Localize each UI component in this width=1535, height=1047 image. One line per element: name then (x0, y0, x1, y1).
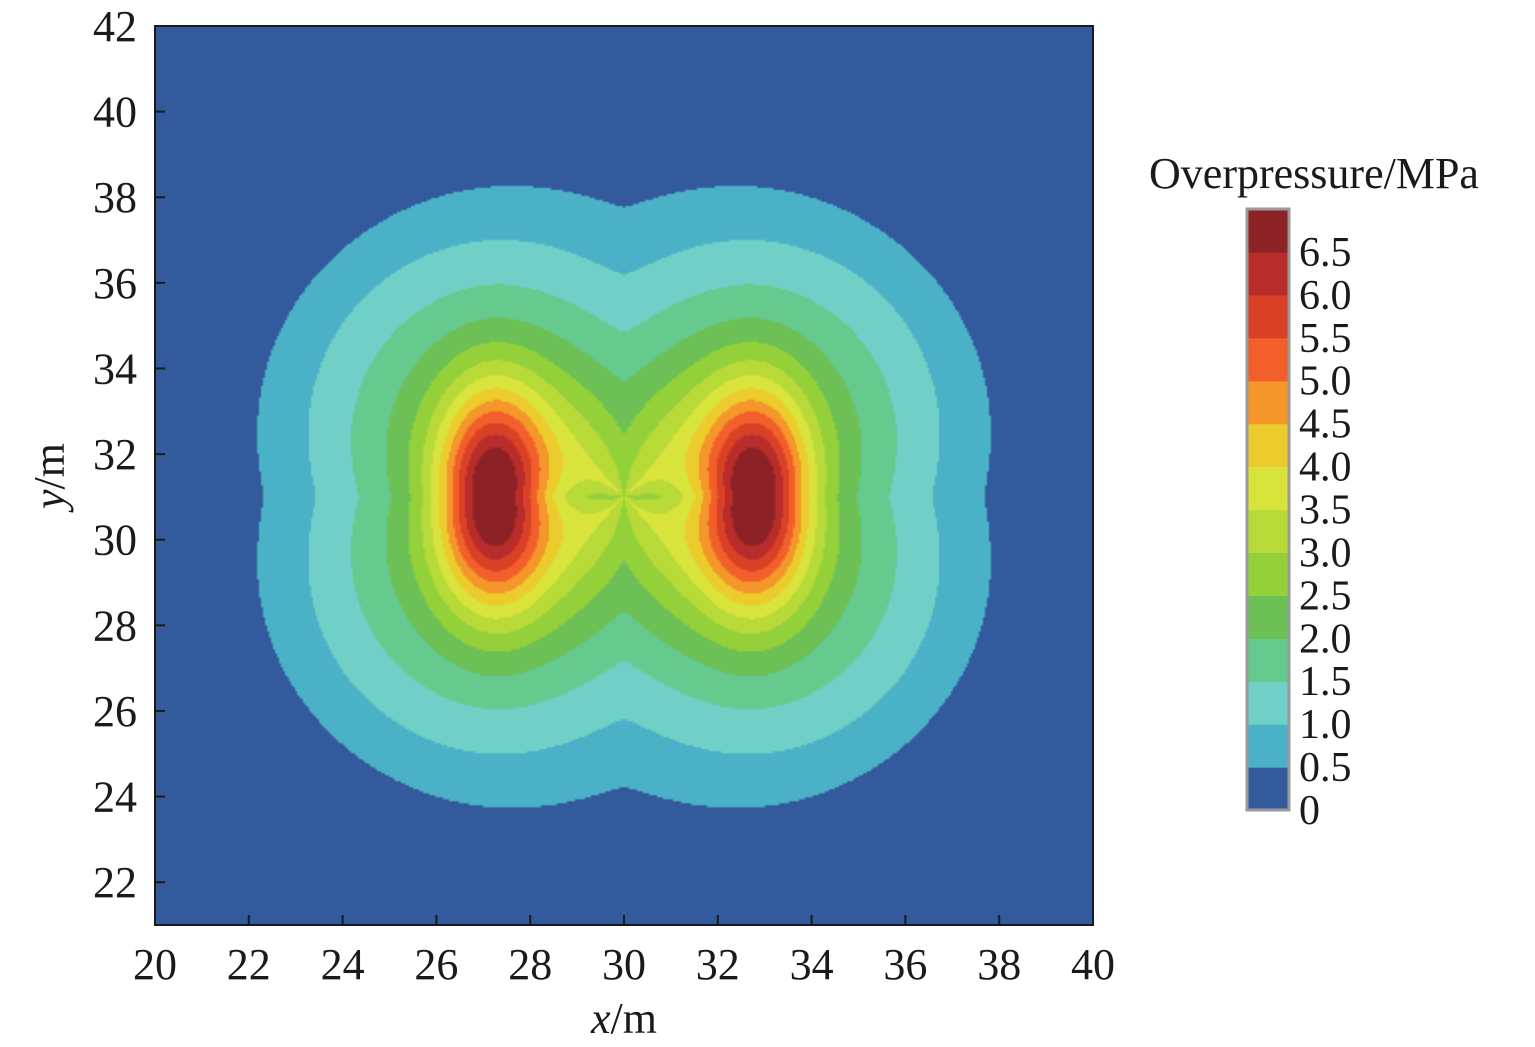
colorbar-label: 4.5 (1299, 402, 1352, 448)
colorbar-swatch (1247, 209, 1289, 253)
colorbar-label: 1.5 (1299, 659, 1352, 705)
y-tick-label: 28 (93, 601, 137, 650)
overpressure-field (155, 26, 1093, 925)
colorbar-swatch (1247, 294, 1289, 339)
colorbar-label: 4.0 (1299, 445, 1352, 491)
colorbar-label: 0 (1299, 788, 1320, 834)
y-tick-label: 22 (93, 858, 137, 907)
colorbar-label: 2.5 (1299, 573, 1352, 619)
y-tick-label: 34 (93, 344, 137, 393)
colorbar-frame (1245, 207, 1291, 812)
colorbar-swatch (1247, 337, 1289, 382)
colorbar-swatch (1247, 251, 1289, 296)
colorbar-swatch (1247, 423, 1289, 468)
y-tick-label: 32 (93, 430, 137, 479)
colorbar-label: 2.0 (1299, 616, 1352, 662)
colorbar-label: 5.0 (1299, 359, 1352, 405)
x-tick-label: 38 (977, 940, 1021, 989)
colorbar-label: 3.5 (1299, 488, 1352, 534)
x-tick-label: 20 (133, 940, 177, 989)
x-tick-label: 32 (696, 940, 740, 989)
x-axis: 20 22 24 26 28 30 32 34 36 38 40 (133, 915, 1115, 989)
y-axis: 22 24 26 28 30 32 34 36 38 40 42 (93, 2, 165, 907)
x-tick-label: 22 (227, 940, 271, 989)
colorbar-label: 3.0 (1299, 530, 1352, 576)
x-tick-label: 40 (1071, 940, 1115, 989)
colorbar-swatch (1247, 638, 1289, 682)
colorbar: Overpressure/MPa 00.51.01.52.02.53.03.54… (1149, 149, 1479, 834)
x-tick-label: 36 (883, 940, 927, 989)
colorbar-swatch (1247, 595, 1289, 639)
x-tick-label: 26 (414, 940, 458, 989)
y-tick-label: 26 (93, 687, 137, 736)
colorbar-label: 6.5 (1299, 230, 1352, 276)
y-tick-label: 30 (93, 516, 137, 565)
x-tick-label: 24 (321, 940, 365, 989)
colorbar-label: 6.0 (1299, 273, 1352, 319)
colorbar-swatch (1247, 466, 1289, 511)
plot-area (154, 25, 1094, 926)
y-axis-title: y/m (25, 443, 74, 513)
x-tick-label: 34 (790, 940, 834, 989)
colorbar-swatch (1247, 509, 1289, 554)
y-tick-label: 24 (93, 773, 137, 822)
colorbar-label: 0.5 (1299, 745, 1352, 791)
y-tick-label: 42 (93, 2, 137, 51)
colorbar-swatch (1247, 552, 1289, 596)
colorbar-swatch (1247, 724, 1289, 768)
x-tick-label: 30 (602, 940, 646, 989)
colorbar-swatch (1247, 681, 1289, 725)
y-tick-label: 40 (93, 88, 137, 137)
colorbar-label: 5.5 (1299, 316, 1352, 362)
x-tick-label: 28 (508, 940, 552, 989)
colorbar-title: Overpressure/MPa (1149, 149, 1479, 198)
colorbar-label: 1.0 (1299, 702, 1352, 748)
y-tick-label: 38 (93, 173, 137, 222)
x-axis-title: x/m (590, 994, 657, 1043)
colorbar-swatch (1247, 767, 1289, 811)
y-tick-label: 36 (93, 259, 137, 308)
colorbar-swatch (1247, 380, 1289, 425)
